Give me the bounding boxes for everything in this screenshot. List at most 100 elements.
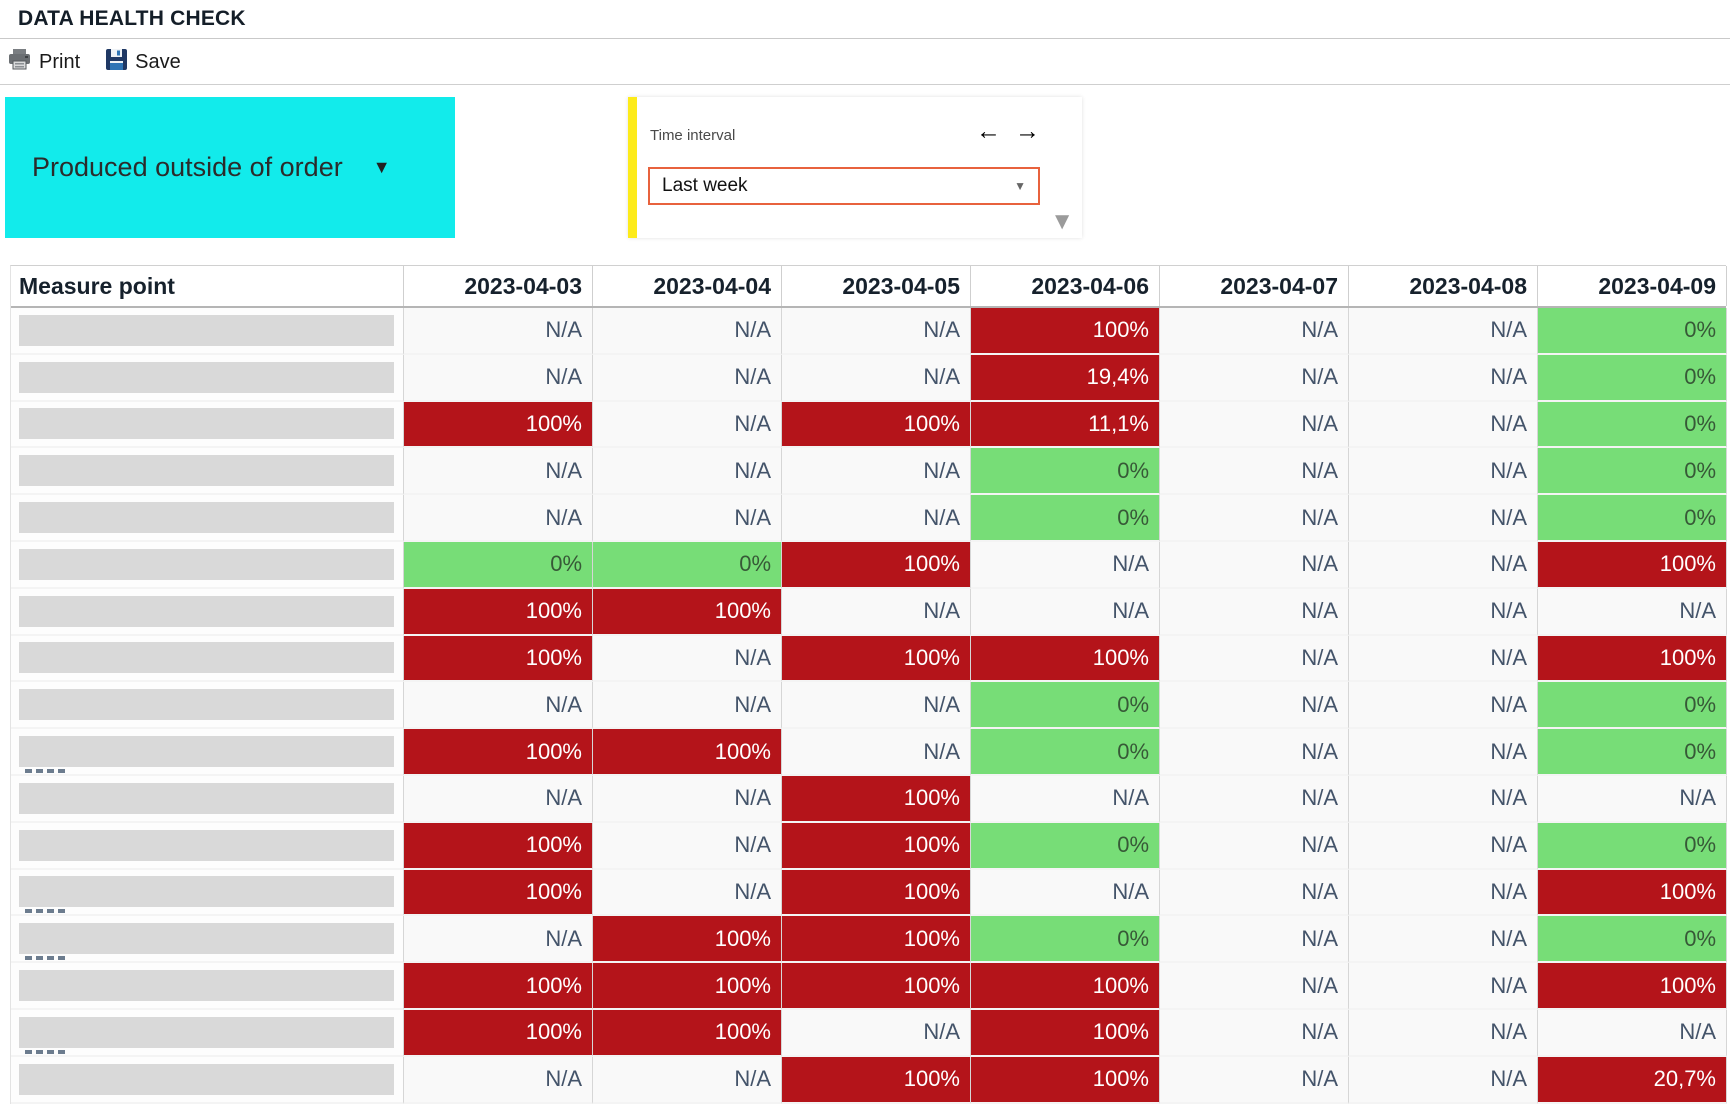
value-cell: 0% bbox=[1538, 448, 1727, 496]
value-cell: N/A bbox=[1349, 729, 1538, 776]
measure-point-cell bbox=[11, 916, 404, 964]
column-header-measure-point[interactable]: Measure point bbox=[11, 266, 404, 306]
value-cell: N/A bbox=[1160, 401, 1349, 449]
table-row: N/A N/A N/A 0% N/A N/A 0% bbox=[11, 448, 1727, 496]
text-remnant-marks bbox=[25, 909, 65, 914]
value-cell: N/A bbox=[1349, 963, 1538, 1010]
redacted-measure-name-bar bbox=[19, 314, 394, 346]
value-cell: 0% bbox=[971, 822, 1160, 870]
column-header-date[interactable]: 2023-04-07 bbox=[1160, 266, 1349, 306]
column-header-date[interactable]: 2023-04-04 bbox=[593, 266, 782, 306]
value-cell: N/A bbox=[782, 729, 971, 776]
measure-point-cell bbox=[11, 775, 404, 823]
redacted-measure-name-bar bbox=[19, 642, 394, 674]
measure-point-cell bbox=[11, 308, 404, 355]
value-cell: N/A bbox=[404, 354, 593, 402]
value-cell: N/A bbox=[1160, 1009, 1349, 1057]
value-cell: N/A bbox=[1160, 682, 1349, 730]
time-interval-select[interactable]: Last week ▼ bbox=[648, 167, 1040, 205]
save-label: Save bbox=[135, 50, 181, 73]
time-interval-panel: Time interval ← → Last week ▼ ▼ bbox=[628, 97, 1082, 238]
value-cell: N/A bbox=[593, 1056, 782, 1104]
value-cell: N/A bbox=[593, 401, 782, 449]
measure-point-cell bbox=[11, 401, 404, 449]
toolbar: Print Save bbox=[0, 40, 1730, 85]
measure-point-cell bbox=[11, 354, 404, 402]
yellow-accent-bar bbox=[628, 97, 637, 238]
value-cell: 19,4% bbox=[971, 354, 1160, 402]
redacted-measure-name-bar bbox=[19, 829, 394, 861]
value-cell: N/A bbox=[782, 308, 971, 355]
print-button[interactable]: Print bbox=[8, 49, 80, 75]
measure-filter-dropdown[interactable]: Produced outside of order ▼ bbox=[5, 97, 455, 238]
value-cell: 100% bbox=[782, 775, 971, 823]
measure-point-cell bbox=[11, 869, 404, 917]
value-cell: N/A bbox=[593, 635, 782, 683]
value-cell: 100% bbox=[404, 635, 593, 683]
select-caret-icon: ▼ bbox=[1014, 179, 1026, 193]
value-cell: N/A bbox=[1349, 775, 1538, 823]
value-cell: 0% bbox=[1538, 916, 1727, 964]
value-cell: 100% bbox=[404, 401, 593, 449]
value-cell: N/A bbox=[1538, 588, 1727, 636]
value-cell: 0% bbox=[971, 495, 1160, 542]
table-header-row: Measure point 2023-04-03 2023-04-04 2023-0… bbox=[11, 266, 1727, 308]
table-row: N/A N/A N/A 0% N/A N/A 0% bbox=[11, 495, 1727, 542]
table-row: N/A N/A 100% N/A N/A N/A N/A bbox=[11, 775, 1727, 823]
table-row: N/A 100% 100% 0% N/A N/A 0% bbox=[11, 916, 1727, 964]
next-interval-arrow-icon[interactable]: → bbox=[1015, 117, 1040, 145]
value-cell: 100% bbox=[593, 588, 782, 636]
redacted-measure-name-bar bbox=[19, 455, 394, 487]
value-cell: 0% bbox=[1538, 729, 1727, 776]
table-row: 100% N/A 100% 0% N/A N/A 0% bbox=[11, 822, 1727, 870]
value-cell: N/A bbox=[1349, 635, 1538, 683]
value-cell: N/A bbox=[782, 1009, 971, 1057]
value-cell: 100% bbox=[782, 1056, 971, 1104]
column-header-date[interactable]: 2023-04-06 bbox=[971, 266, 1160, 306]
save-button[interactable]: Save bbox=[106, 49, 181, 75]
page-title: DATA HEALTH CHECK bbox=[18, 7, 246, 30]
value-cell: 100% bbox=[971, 1056, 1160, 1104]
column-header-date[interactable]: 2023-04-03 bbox=[404, 266, 593, 306]
value-cell: N/A bbox=[1538, 775, 1727, 823]
redacted-measure-name-bar bbox=[19, 1063, 394, 1095]
redacted-measure-name-bar bbox=[19, 361, 394, 393]
value-cell: N/A bbox=[1160, 963, 1349, 1010]
column-header-date[interactable]: 2023-04-08 bbox=[1349, 266, 1538, 306]
table-body: N/A N/A N/A 100% N/A N/A 0% N/A N/A N/A 19,4% N/A N/… bbox=[11, 308, 1727, 1104]
value-cell: 100% bbox=[1538, 635, 1727, 683]
value-cell: N/A bbox=[1349, 682, 1538, 730]
value-cell: 0% bbox=[971, 729, 1160, 776]
table-row: 100% 100% N/A 0% N/A N/A 0% bbox=[11, 729, 1727, 776]
value-cell: N/A bbox=[404, 308, 593, 355]
table-row: 100% 100% N/A 100% N/A N/A N/A bbox=[11, 1009, 1727, 1057]
column-header-date[interactable]: 2023-04-05 bbox=[782, 266, 971, 306]
value-cell: N/A bbox=[1160, 822, 1349, 870]
panel-expand-triangle-icon[interactable]: ▼ bbox=[1050, 208, 1074, 235]
value-cell: N/A bbox=[1349, 1056, 1538, 1104]
table-row: 100% 100% 100% 100% N/A N/A 100% bbox=[11, 963, 1727, 1010]
value-cell: N/A bbox=[1349, 495, 1538, 542]
value-cell: N/A bbox=[1160, 775, 1349, 823]
value-cell: N/A bbox=[1349, 869, 1538, 917]
table-row: 100% N/A 100% N/A N/A N/A 100% bbox=[11, 869, 1727, 917]
value-cell: 11,1% bbox=[971, 401, 1160, 449]
table-row: N/A N/A 100% 100% N/A N/A 20,7% bbox=[11, 1056, 1727, 1104]
table-row: N/A N/A N/A 19,4% N/A N/A 0% bbox=[11, 354, 1727, 402]
column-header-date[interactable]: 2023-04-09 bbox=[1538, 266, 1727, 306]
value-cell: N/A bbox=[593, 495, 782, 542]
value-cell: N/A bbox=[1349, 1009, 1538, 1057]
measure-filter-label: Produced outside of order bbox=[32, 152, 343, 182]
redacted-measure-name-bar bbox=[19, 782, 394, 814]
value-cell: N/A bbox=[1160, 541, 1349, 589]
text-remnant-marks bbox=[25, 768, 65, 773]
text-remnant-marks bbox=[25, 956, 65, 961]
value-cell: N/A bbox=[593, 775, 782, 823]
previous-interval-arrow-icon[interactable]: ← bbox=[976, 117, 1001, 145]
measure-point-cell bbox=[11, 495, 404, 542]
title-bar: DATA HEALTH CHECK bbox=[0, 0, 1730, 39]
value-cell: N/A bbox=[404, 1056, 593, 1104]
measure-point-cell bbox=[11, 963, 404, 1010]
value-cell: N/A bbox=[1160, 448, 1349, 496]
value-cell: N/A bbox=[782, 448, 971, 496]
